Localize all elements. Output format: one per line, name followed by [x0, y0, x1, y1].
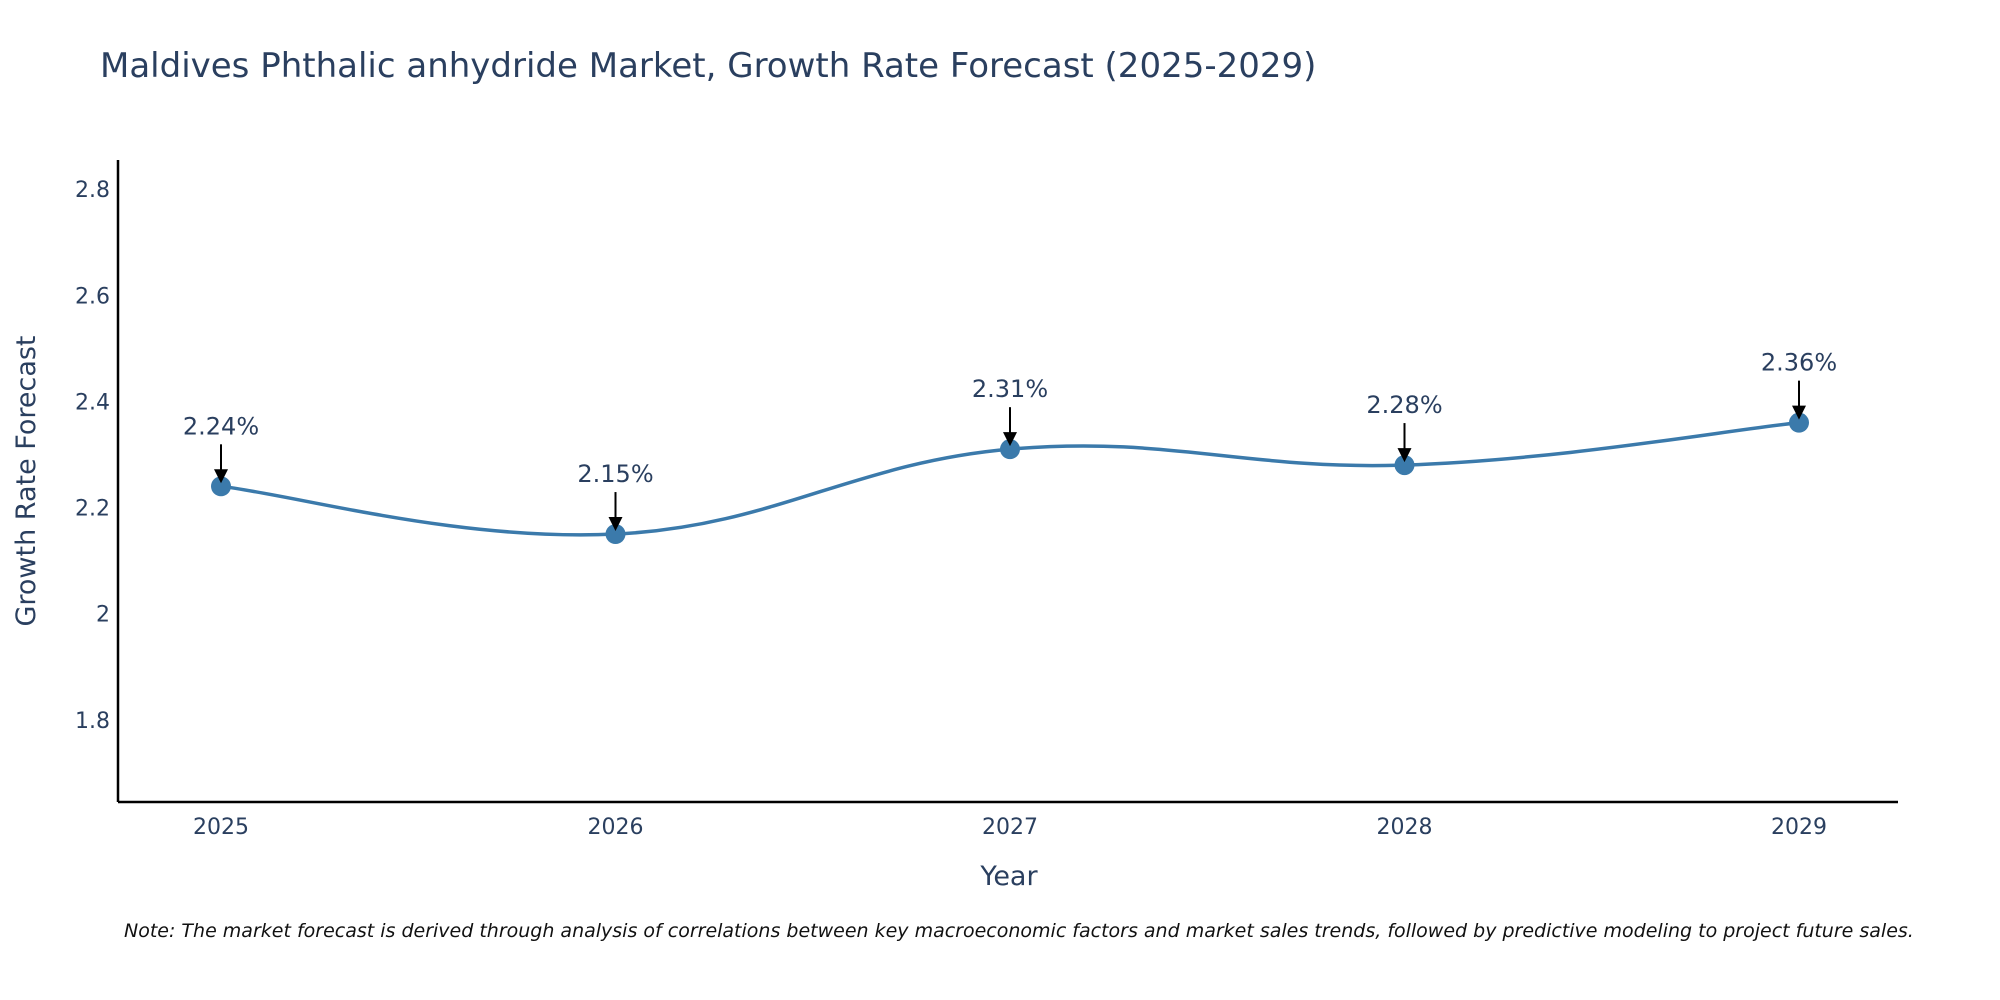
y-axis-ticks: 1.8 2 2.2 2.4 2.6 2.8	[75, 178, 110, 734]
data-label: 2.36%	[1761, 349, 1837, 377]
chart-title: Maldives Phthalic anhydride Market, Grow…	[100, 46, 1317, 86]
x-tick-label: 2027	[982, 815, 1038, 840]
y-axis-title: Growth Rate Forecast	[11, 335, 42, 626]
data-point[interactable]	[211, 476, 231, 497]
x-tick-label: 2025	[193, 815, 249, 840]
y-tick-label: 1.8	[75, 709, 110, 734]
y-tick-label: 2.8	[75, 178, 110, 203]
series-growth-rate	[211, 412, 1809, 545]
annotation-arrow-head	[214, 469, 228, 484]
data-label: 2.15%	[577, 460, 653, 488]
x-tick-label: 2026	[588, 815, 644, 840]
data-point[interactable]	[1789, 412, 1809, 433]
axes	[116, 160, 1898, 804]
data-label: 2.24%	[183, 412, 259, 440]
annotation-arrow-head	[1792, 405, 1806, 420]
annotation-arrow-head	[608, 517, 623, 532]
data-point[interactable]	[605, 524, 626, 545]
x-axis-title: Year	[979, 861, 1038, 892]
forecast-note: Note: The market forecast is derived thr…	[124, 920, 1914, 942]
y-tick-label: 2	[96, 603, 110, 628]
y-tick-label: 2.4	[75, 390, 110, 415]
data-point[interactable]	[1394, 455, 1415, 476]
data-label: 2.28%	[1366, 391, 1442, 419]
y-tick-label: 2.6	[75, 284, 110, 309]
x-tick-label: 2029	[1771, 815, 1827, 840]
y-tick-label: 2.2	[75, 497, 110, 522]
data-label: 2.31%	[972, 375, 1048, 403]
annotation-arrow-head	[1003, 432, 1017, 447]
x-tick-label: 2028	[1377, 815, 1433, 840]
annotation-arrow-head	[1397, 448, 1412, 463]
data-point[interactable]	[1000, 439, 1020, 460]
data-labels: 2.24% 2.15% 2.31% 2.28% 2.36%	[183, 349, 1837, 532]
x-axis-ticks: 2025 2026 2027 2028 2029	[193, 815, 1827, 840]
